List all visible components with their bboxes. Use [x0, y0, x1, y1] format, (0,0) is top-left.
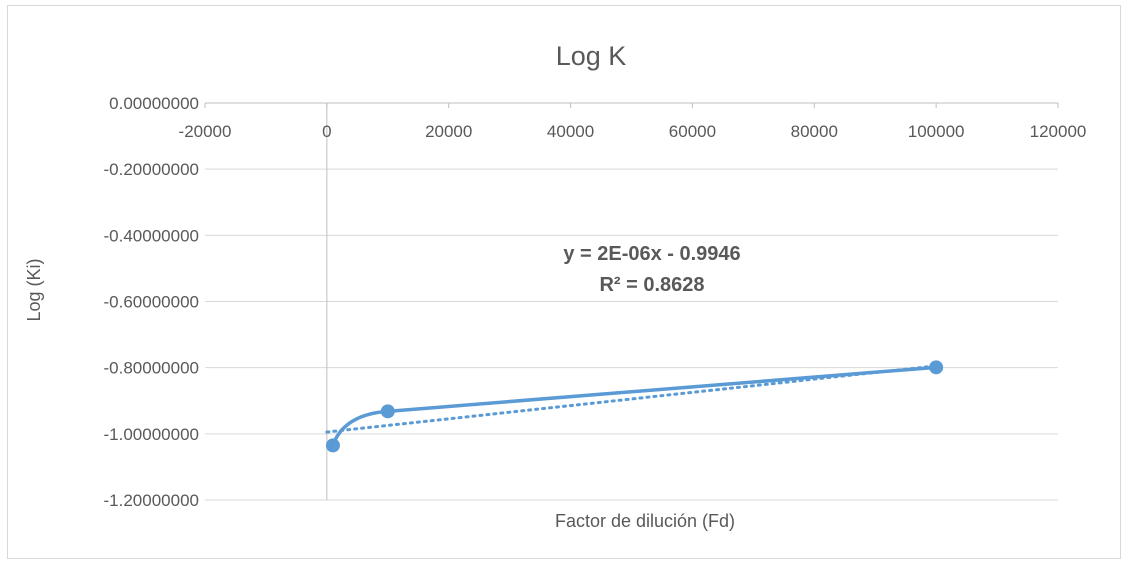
x-tick-label: 100000: [908, 122, 965, 141]
x-tick-label: 20000: [425, 122, 472, 141]
y-axis-label: Log (Ki): [24, 258, 44, 321]
axes: [204, 102, 1059, 500]
x-tick-label: 120000: [1030, 122, 1087, 141]
y-tick-label: -0.80000000: [104, 359, 199, 378]
x-tick-label: 0: [322, 122, 331, 141]
y-tick-label: -0.40000000: [104, 226, 199, 245]
x-tick-label: -20000: [179, 122, 232, 141]
y-tick-label: -0.60000000: [104, 293, 199, 312]
trendline-equation: y = 2E-06x - 0.9946: [563, 243, 740, 265]
y-tick-label: -1.00000000: [104, 425, 199, 444]
chart-frame: [7, 5, 1121, 559]
y-tick-label: -0.20000000: [104, 160, 199, 179]
x-tick-label: 60000: [669, 122, 716, 141]
trendline-r2: R² = 0.8628: [599, 274, 704, 296]
grid-lines: [205, 168, 1058, 501]
x-tick-labels: -20000 0 20000 40000 60000 80000 100000 120000: [179, 122, 1087, 141]
series-group: [325, 360, 944, 453]
y-tick-labels: 0.00000000 -0.20000000 -0.40000000 -0.60000…: [104, 94, 199, 510]
data-point: [380, 404, 395, 419]
x-tick-label: 80000: [791, 122, 838, 141]
x-axis-label: Factor de dilución (Fd): [555, 511, 735, 531]
y-tick-label: -1.20000000: [104, 491, 199, 510]
data-point: [325, 438, 340, 453]
data-point: [929, 360, 944, 375]
y-tick-label: 0.00000000: [109, 94, 199, 113]
x-tick-label: 40000: [547, 122, 594, 141]
chart-title: Log K: [556, 41, 627, 71]
